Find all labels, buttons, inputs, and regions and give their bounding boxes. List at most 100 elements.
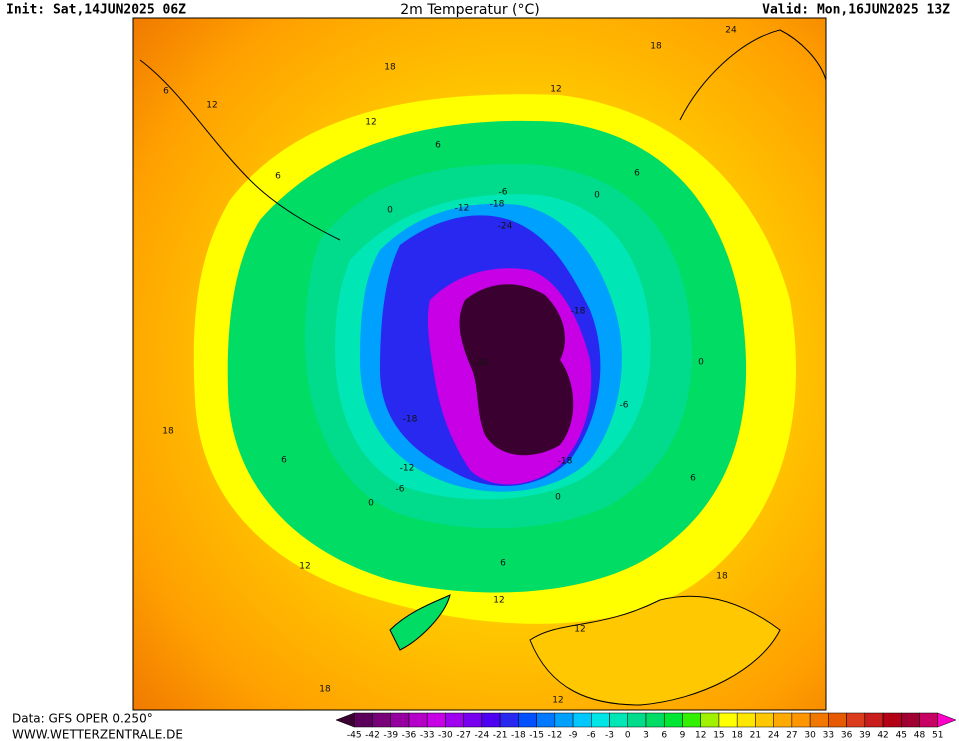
data-source: Data: GFS OPER 0.250° <box>12 712 153 726</box>
contour-label: 12 <box>206 101 217 111</box>
colorbar-label: 6 <box>661 731 667 741</box>
colorbar-swatch <box>663 712 683 728</box>
contour-label: -18 <box>403 415 418 425</box>
colorbar-label: 42 <box>877 731 888 741</box>
contour-label: 6 <box>500 559 506 569</box>
colorbar-arrow <box>335 712 355 728</box>
colorbar-label: -18 <box>511 731 526 741</box>
colorbar-label: 0 <box>625 731 631 741</box>
colorbar-swatch <box>809 712 829 728</box>
colorbar-label: -39 <box>383 731 398 741</box>
contour-label: -18 <box>558 457 573 467</box>
contour-label: -18 <box>490 200 505 210</box>
valid-label: Valid: Mon,16JUN2025 13Z <box>762 3 950 18</box>
colorbar-swatch <box>390 712 410 728</box>
contour-label: -12 <box>455 204 470 214</box>
map-field <box>133 18 826 710</box>
colorbar-label: -3 <box>605 731 614 741</box>
colorbar-label: 30 <box>804 731 816 741</box>
colorbar-label: 27 <box>786 731 797 741</box>
colorbar-label: -6 <box>587 731 596 741</box>
contour-label: 12 <box>550 85 561 95</box>
colorbar-swatch <box>591 712 610 728</box>
colorbar-swatch <box>882 712 902 728</box>
colorbar-swatch <box>554 712 574 728</box>
colorbar-label: -36 <box>402 731 417 741</box>
contour-label: 6 <box>163 87 169 97</box>
contour-label: -18 <box>571 307 586 317</box>
contour-label: -6 <box>620 401 629 411</box>
contour-label: 6 <box>275 172 281 182</box>
colorbar-swatch <box>499 712 519 728</box>
colorbar-label: 21 <box>750 731 761 741</box>
colorbar-label: -12 <box>547 731 562 741</box>
colorbar-swatch <box>372 712 391 728</box>
colorbar-swatch <box>609 712 629 728</box>
colorbar-swatch <box>791 712 811 728</box>
contour-label: 0 <box>368 499 374 509</box>
colorbar-swatch <box>463 712 483 728</box>
contour-label: 18 <box>384 63 396 73</box>
contour-label: 0 <box>387 206 393 216</box>
contour-label: 6 <box>435 141 441 151</box>
colorbar-label: -15 <box>529 731 544 741</box>
colorbar-label: -24 <box>475 731 490 741</box>
colorbar-swatch <box>426 712 446 728</box>
colorbar-label: 18 <box>731 731 743 741</box>
contour-label: 18 <box>716 572 728 582</box>
colorbar-swatch <box>353 712 373 728</box>
colorbar-label: -30 <box>438 731 453 741</box>
website: WWW.WETTERZENTRALE.DE <box>12 728 183 741</box>
contour-label: -36 <box>474 359 489 369</box>
colorbar-swatch <box>572 712 592 728</box>
contour-label: 12 <box>574 625 585 635</box>
contour-label: 24 <box>725 26 737 36</box>
colorbar-arrow <box>937 712 957 728</box>
contour-label: 6 <box>690 474 696 484</box>
colorbar-swatch <box>919 712 939 728</box>
contour-label: 6 <box>634 169 640 179</box>
contour-label: 12 <box>493 596 504 606</box>
colorbar-swatch <box>445 712 464 728</box>
colorbar-swatch <box>645 712 665 728</box>
colorbar: -45 -42 -39 -36 -33 -30 -27 -24 -21 -18 -15 -12 -9 -6… <box>335 712 957 741</box>
contour-label: 6 <box>281 456 287 466</box>
contour-labels: 18 18 24 12 12 12 6 6 6 0 0 -6 -12 -18 -24 -18 -36 0 -6 -18… <box>162 26 737 706</box>
contour-label: -24 <box>498 222 513 232</box>
colorbar-swatch <box>536 712 556 728</box>
colorbar-label: 48 <box>914 731 926 741</box>
contour-label: 18 <box>319 685 331 695</box>
contour-label: 0 <box>594 191 600 201</box>
colorbar-label: 39 <box>859 731 871 741</box>
colorbar-swatch <box>408 712 428 728</box>
colorbar-label: -21 <box>493 731 508 741</box>
colorbar-label: 45 <box>896 731 907 741</box>
contour-label: 18 <box>162 427 174 437</box>
contour-label: 0 <box>555 493 561 503</box>
colorbar-label: 12 <box>695 731 706 741</box>
init-label: Init: Sat,14JUN2025 06Z <box>6 3 186 18</box>
colorbar-swatch <box>682 712 701 728</box>
colorbar-swatch <box>718 712 738 728</box>
contour-label: 18 <box>650 42 662 52</box>
contour-label: 0 <box>698 358 704 368</box>
contour-label: 12 <box>552 696 563 706</box>
colorbar-label: 15 <box>713 731 724 741</box>
colorbar-label: 33 <box>823 731 834 741</box>
colorbar-swatch <box>755 712 774 728</box>
contour-label: -12 <box>400 464 415 474</box>
colorbar-swatch <box>627 712 647 728</box>
colorbar-label: 24 <box>768 731 780 741</box>
colorbar-swatch <box>828 712 847 728</box>
colorbar-label: 51 <box>932 731 943 741</box>
contour-label: -6 <box>499 188 508 198</box>
colorbar-label: -33 <box>420 731 435 741</box>
contour-label: 12 <box>365 118 376 128</box>
colorbar-swatch <box>518 712 537 728</box>
colorbar-swatch <box>846 712 866 728</box>
colorbar-swatch <box>901 712 920 728</box>
colorbar-label: -9 <box>569 731 578 741</box>
colorbar-label: -45 <box>347 731 362 741</box>
